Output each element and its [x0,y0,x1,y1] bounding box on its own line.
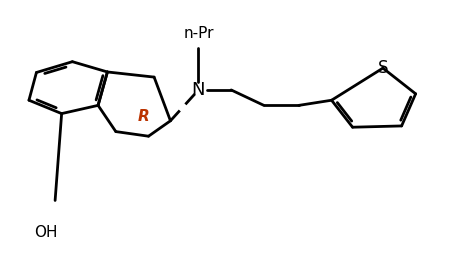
Text: S: S [378,59,388,77]
Text: OH: OH [34,225,57,240]
Text: n-Pr: n-Pr [183,26,214,41]
Text: R: R [138,109,150,124]
Text: N: N [192,81,205,99]
